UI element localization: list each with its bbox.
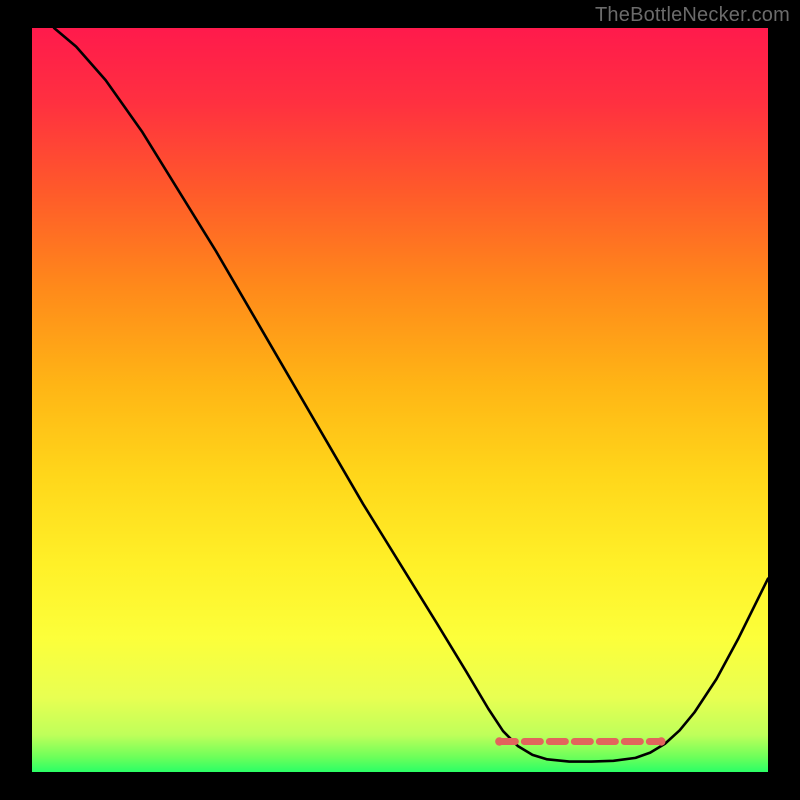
plot-area (32, 28, 768, 772)
bottleneck-curve-chart (32, 28, 768, 772)
optimal-range-end-dot (657, 737, 665, 745)
watermark-text: TheBottleNecker.com (595, 4, 790, 27)
optimal-range-start-dot (495, 737, 503, 745)
gradient-background (32, 28, 768, 772)
chart-stage: TheBottleNecker.com (0, 0, 800, 800)
